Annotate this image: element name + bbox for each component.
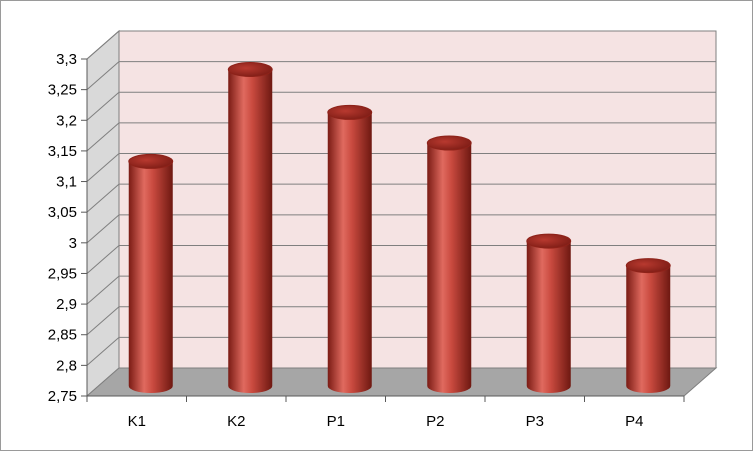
gridline-side [86,153,120,182]
y-tick-label: 2,9 [56,296,77,313]
x-tick-label: P2 [426,413,444,430]
gridline-side [86,122,120,152]
bar [327,104,373,394]
bar-top [327,104,373,120]
y-tick-label: 3,2 [56,112,77,129]
x-tick-label: P3 [526,413,544,430]
bar-body [427,143,472,394]
gridline-side [86,245,120,274]
bar-body [128,161,173,394]
bar-top [625,258,671,274]
bar-body [626,265,671,394]
bar-top [426,135,472,151]
x-tick-label: K1 [128,413,146,430]
y-tick-label: 3,05 [48,204,77,221]
y-tick-label: 3,1 [56,174,77,191]
y-tick-label: 3,15 [48,143,77,160]
y-tick-label: 2,85 [48,327,77,344]
back-wall [118,30,717,369]
bar-body [228,69,273,394]
axis-labels: 2,75 2,8 2,85 2,9 2,95 3 3,05 3,1 3,15 3,2 3,25 3,3… [48,51,644,430]
gridlines [86,30,716,366]
y-tick-label: 2,95 [48,265,77,282]
bar-body [327,112,372,394]
x-tick-label: P1 [327,413,345,430]
gridline-side [86,61,120,91]
y-tick-label: 2,75 [48,388,77,405]
gridline-side [86,214,120,244]
chart-structure [85,29,718,398]
bar [128,153,174,394]
bar-top [526,233,572,249]
gridline-side [86,275,120,305]
axes [81,58,685,402]
floor [85,367,718,397]
gridline-side [86,336,120,366]
y-tick-label: 3 [69,235,77,252]
x-tick-label: K2 [227,413,245,430]
x-tick-label: P4 [625,413,643,430]
bar [227,62,273,394]
y-tick-label: 2,8 [56,357,77,374]
y-tick-label: 3,25 [48,82,77,99]
bar-top [128,153,174,169]
gridline-side [86,306,120,336]
bar-top [227,62,273,78]
bar-body [526,241,571,394]
gridline-side [86,30,120,60]
bars [128,62,671,394]
y-tick-label: 3,3 [56,51,77,68]
gridline-side [86,91,120,121]
bar [625,258,671,394]
bar [426,135,472,394]
bar [526,233,572,394]
gridline-side [86,183,120,213]
